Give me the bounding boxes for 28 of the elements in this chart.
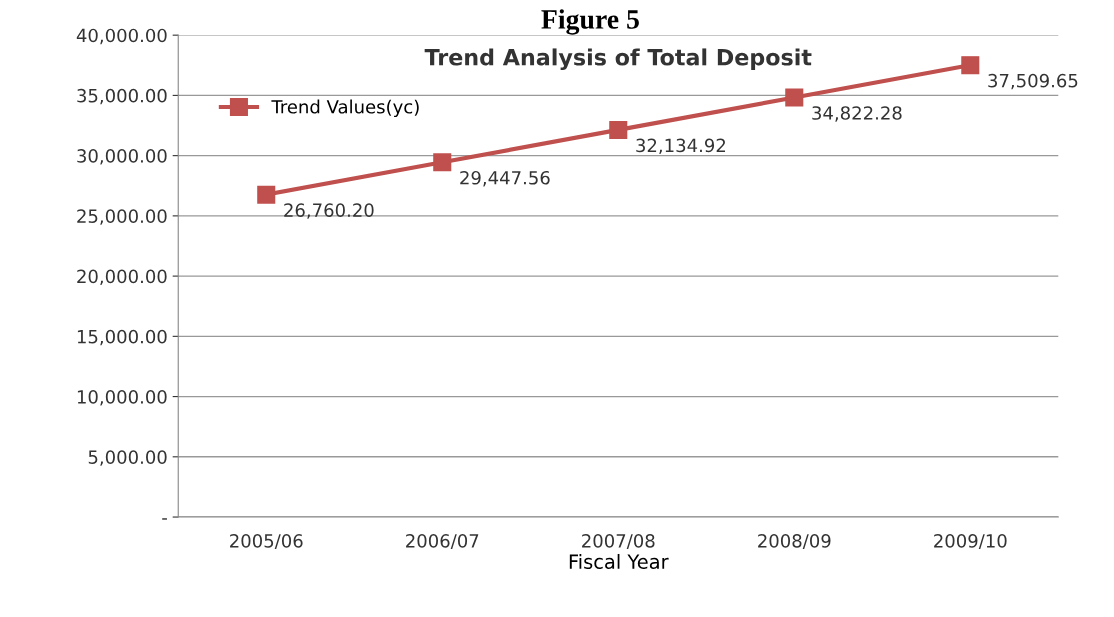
y-tick-label: 40,000.00	[76, 28, 167, 45]
y-tick-label: 15,000.00	[77, 329, 167, 346]
legend-label: Trend Values(yc)	[271, 99, 419, 118]
y-tick-label: 20,000.00	[77, 269, 167, 286]
point	[433, 153, 452, 172]
x-tick-label: 2007/08	[582, 534, 655, 550]
y-tick-label: 30,000.00	[77, 149, 167, 165]
x-tick-label: 2005/06	[230, 534, 303, 550]
text: Trend Analysis of Total Deposit	[424, 48, 812, 71]
data-label: 26,760.20	[284, 203, 374, 219]
x-tick-label: 2006/07	[406, 534, 479, 550]
point	[609, 120, 628, 139]
point	[961, 56, 980, 75]
point	[257, 185, 276, 204]
y-tick-label: 35,000.00	[77, 88, 167, 105]
x-axis-title: Fiscal Year	[569, 553, 669, 570]
y-tick-label: 10,000.00	[77, 390, 167, 406]
data-label: 32,134.92	[636, 138, 726, 155]
x-tick-label: 2009/10	[934, 534, 1007, 550]
data-label: 37,509.65	[988, 73, 1078, 90]
x-tick-label: 2008/09	[758, 534, 831, 550]
y-tick-label: -	[162, 518, 167, 520]
y-tick-label: 5,000.00	[88, 450, 167, 466]
data-label: 34,822.28	[812, 106, 902, 122]
point	[785, 88, 804, 107]
data-label: 29,447.56	[460, 170, 550, 187]
y-tick-label: 25,000.00	[77, 209, 167, 225]
chart-title: Figure 5	[541, 9, 639, 35]
